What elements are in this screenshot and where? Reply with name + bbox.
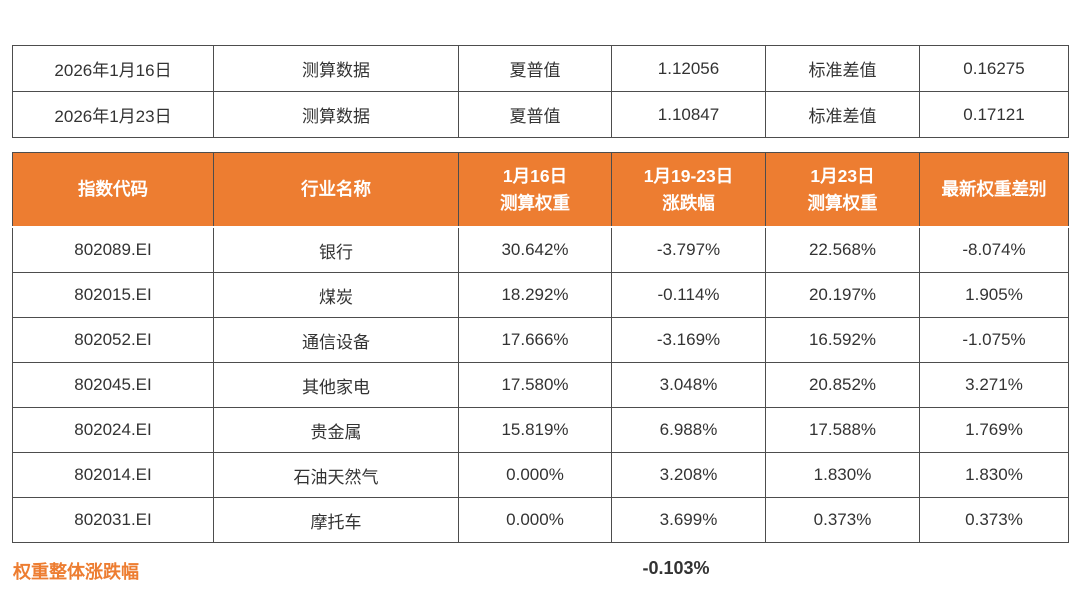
header-industry-name: 行业名称 bbox=[213, 152, 459, 228]
sharpe-value-cell: 1.10847 bbox=[611, 91, 766, 138]
weight-0123-cell: 17.588% bbox=[765, 407, 920, 453]
weight-diff-cell: 1.769% bbox=[919, 407, 1069, 453]
table-row: 802024.EI 贵金属 15.819% 6.988% 17.588% 1.7… bbox=[12, 407, 1069, 453]
weight-0123-cell: 16.592% bbox=[765, 317, 920, 363]
summary-row: 2026年1月23日 测算数据 夏普值 1.10847 标准差值 0.17121 bbox=[12, 91, 1069, 138]
index-code-cell: 802024.EI bbox=[12, 407, 214, 453]
weight-0116-cell: 30.642% bbox=[458, 226, 612, 273]
header-weight-0116: 1月16日 测算权重 bbox=[458, 152, 612, 228]
weight-0116-cell: 15.819% bbox=[458, 407, 612, 453]
sharpe-label-cell: 夏普值 bbox=[458, 91, 612, 138]
table-row: 802052.EI 通信设备 17.666% -3.169% 16.592% -… bbox=[12, 317, 1069, 363]
table-row: 802015.EI 煤炭 18.292% -0.114% 20.197% 1.9… bbox=[12, 272, 1069, 318]
index-code-cell: 802089.EI bbox=[12, 226, 214, 273]
index-code-cell: 802014.EI bbox=[12, 452, 214, 498]
weight-0123-cell: 0.373% bbox=[765, 497, 920, 543]
industry-name-cell: 摩托车 bbox=[213, 497, 459, 543]
summary-date-cell: 2026年1月23日 bbox=[12, 91, 214, 138]
industry-name-cell: 银行 bbox=[213, 226, 459, 273]
table-row: 802014.EI 石油天然气 0.000% 3.208% 1.830% 1.8… bbox=[12, 452, 1069, 498]
header-weight-0123: 1月23日 测算权重 bbox=[765, 152, 920, 228]
footer-summary-row: 权重整体涨跌幅 -0.103% bbox=[0, 554, 1080, 586]
weight-diff-cell: 1.830% bbox=[919, 452, 1069, 498]
header-weight-diff: 最新权重差别 bbox=[919, 152, 1069, 228]
change-cell: -0.114% bbox=[611, 272, 766, 318]
summary-row: 2026年1月16日 测算数据 夏普值 1.12056 标准差值 0.16275 bbox=[12, 45, 1069, 92]
weight-diff-cell: 3.271% bbox=[919, 362, 1069, 408]
overall-change-value: -0.103% bbox=[642, 558, 710, 578]
weight-0116-cell: 17.580% bbox=[458, 362, 612, 408]
index-code-cell: 802015.EI bbox=[12, 272, 214, 318]
change-cell: 3.048% bbox=[611, 362, 766, 408]
weight-0123-cell: 20.197% bbox=[765, 272, 920, 318]
change-cell: 3.208% bbox=[611, 452, 766, 498]
weight-diff-cell: 0.373% bbox=[919, 497, 1069, 543]
table-row: 802089.EI 银行 30.642% -3.797% 22.568% -8.… bbox=[12, 226, 1069, 273]
stddev-label-cell: 标准差值 bbox=[765, 91, 920, 138]
weight-0116-cell: 18.292% bbox=[458, 272, 612, 318]
weight-diff-cell: -8.074% bbox=[919, 226, 1069, 273]
weight-diff-cell: 1.905% bbox=[919, 272, 1069, 318]
weight-0116-cell: 17.666% bbox=[458, 317, 612, 363]
weight-0116-cell: 0.000% bbox=[458, 452, 612, 498]
summary-label-cell: 测算数据 bbox=[213, 45, 459, 92]
weight-0116-cell: 0.000% bbox=[458, 497, 612, 543]
weight-0123-cell: 22.568% bbox=[765, 226, 920, 273]
change-cell: -3.797% bbox=[611, 226, 766, 273]
industry-name-cell: 煤炭 bbox=[213, 272, 459, 318]
header-change-0119-23: 1月19-23日 涨跌幅 bbox=[611, 152, 766, 228]
stddev-value-cell: 0.17121 bbox=[919, 91, 1069, 138]
index-code-cell: 802045.EI bbox=[12, 362, 214, 408]
industry-name-cell: 贵金属 bbox=[213, 407, 459, 453]
stddev-label-cell: 标准差值 bbox=[765, 45, 920, 92]
table-row: 802045.EI 其他家电 17.580% 3.048% 20.852% 3.… bbox=[12, 362, 1069, 408]
summary-date-cell: 2026年1月16日 bbox=[12, 45, 214, 92]
overall-change-label: 权重整体涨跌幅 bbox=[13, 562, 139, 582]
industry-name-cell: 通信设备 bbox=[213, 317, 459, 363]
industry-weights-table: 指数代码 行业名称 1月16日 测算权重 1月19-23日 涨跌幅 1月23日 … bbox=[12, 152, 1069, 543]
industry-name-cell: 石油天然气 bbox=[213, 452, 459, 498]
sharpe-value-cell: 1.12056 bbox=[611, 45, 766, 92]
change-cell: -3.169% bbox=[611, 317, 766, 363]
stddev-value-cell: 0.16275 bbox=[919, 45, 1069, 92]
header-index-code: 指数代码 bbox=[12, 152, 214, 228]
weight-diff-cell: -1.075% bbox=[919, 317, 1069, 363]
index-code-cell: 802052.EI bbox=[12, 317, 214, 363]
weights-header-row: 指数代码 行业名称 1月16日 测算权重 1月19-23日 涨跌幅 1月23日 … bbox=[12, 152, 1069, 228]
change-cell: 6.988% bbox=[611, 407, 766, 453]
sharpe-label-cell: 夏普值 bbox=[458, 45, 612, 92]
table-row: 802031.EI 摩托车 0.000% 3.699% 0.373% 0.373… bbox=[12, 497, 1069, 543]
weight-0123-cell: 20.852% bbox=[765, 362, 920, 408]
weight-0123-cell: 1.830% bbox=[765, 452, 920, 498]
summary-label-cell: 测算数据 bbox=[213, 91, 459, 138]
industry-name-cell: 其他家电 bbox=[213, 362, 459, 408]
index-code-cell: 802031.EI bbox=[12, 497, 214, 543]
summary-table: 2026年1月16日 测算数据 夏普值 1.12056 标准差值 0.16275… bbox=[12, 45, 1069, 138]
change-cell: 3.699% bbox=[611, 497, 766, 543]
